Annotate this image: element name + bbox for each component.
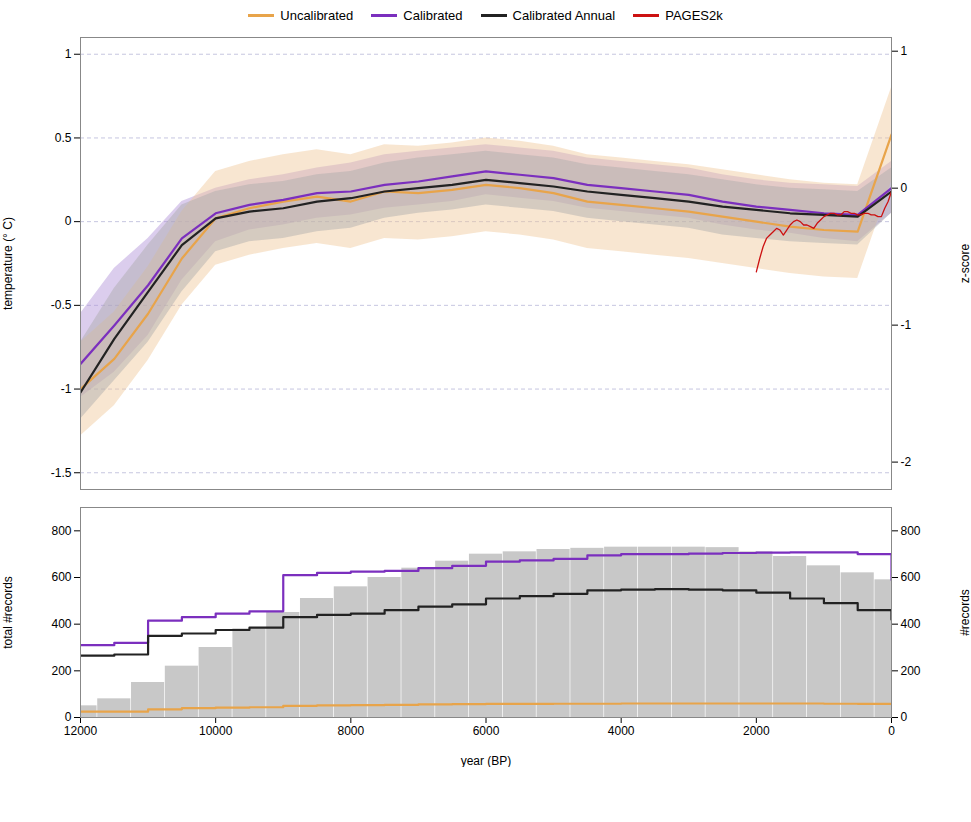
svg-text:10000: 10000 [199,724,233,738]
svg-text:z-score: z-score [958,244,971,284]
svg-text:0: 0 [901,181,908,195]
html-text:Calibrated Annual: Calibrated Annual [512,8,616,23]
svg-text:-1.5: -1.5 [51,466,72,480]
svg-text:600: 600 [901,570,921,584]
svg-text:year (BP): year (BP) [461,754,512,768]
svg-text:-1: -1 [901,318,912,332]
svg-text:#records: #records [958,589,971,636]
svg-text:total #records: total #records [1,576,15,649]
svg-text:0: 0 [888,724,895,738]
svg-text:temperature (° C): temperature (° C) [1,217,15,310]
svg-text:0: 0 [901,710,908,724]
html-text:Uncalibrated: Uncalibrated [280,8,354,23]
svg-text:1: 1 [65,47,72,61]
svg-text:2000: 2000 [743,724,770,738]
svg-text:0.5: 0.5 [55,131,72,145]
svg-text:600: 600 [51,570,71,584]
svg-text:12000: 12000 [64,724,98,738]
html-text:Calibrated: Calibrated [403,8,463,23]
svg-text:-2: -2 [901,455,912,469]
svg-text:8000: 8000 [337,724,364,738]
svg-text:800: 800 [901,524,921,538]
svg-text:1: 1 [901,44,908,58]
svg-text:-1: -1 [61,382,72,396]
svg-text:200: 200 [901,664,921,678]
svg-text:6000: 6000 [473,724,500,738]
svg-text:400: 400 [51,617,71,631]
svg-text:200: 200 [51,664,71,678]
svg-text:4000: 4000 [608,724,635,738]
html-text:PAGES2k: PAGES2k [665,8,723,23]
svg-text:-0.5: -0.5 [51,298,72,312]
svg-text:0: 0 [65,710,72,724]
svg-text:0: 0 [65,214,72,228]
svg-text:800: 800 [51,524,71,538]
svg-text:400: 400 [901,617,921,631]
